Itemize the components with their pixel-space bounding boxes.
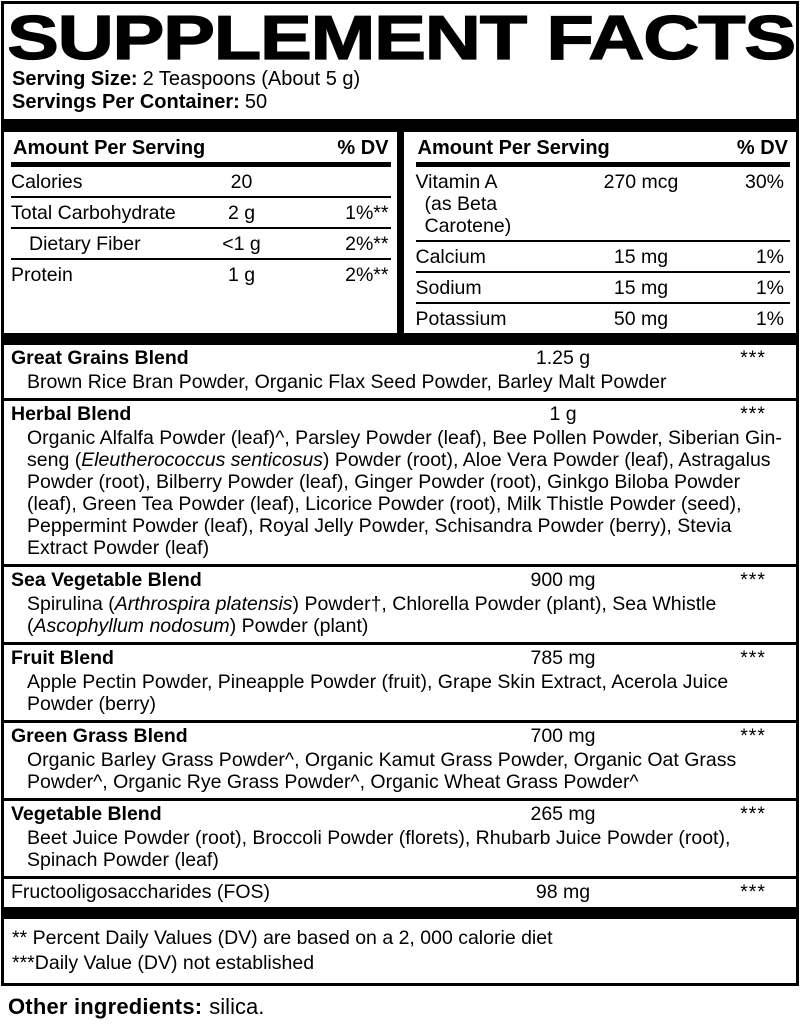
blend-sections: Great Grains Blend 1.25 g *** Brown Rice… — [4, 345, 796, 907]
nutrient-row-total-carbohydrate: Total Carbohydrate 2 g 1%** — [11, 198, 391, 229]
column-header: Amount Per Serving % DV — [415, 132, 790, 167]
blend-green-grass: Green Grass Blend 700 mg *** Organic Bar… — [4, 720, 796, 798]
blend-header-row: Sea Vegetable Blend 900 mg *** — [11, 569, 766, 591]
blend-ingredients: Organic Alfalfa Powder (leaf)^, Parsley … — [27, 427, 782, 559]
blend-header-row: Great Grains Blend 1.25 g *** — [11, 347, 766, 369]
percent-dv-header: % DV — [337, 137, 389, 159]
servings-per-container-row: Servings Per Container: 50 — [12, 91, 788, 114]
footnote-dv-not-established: ***Daily Value (DV) not established — [12, 952, 315, 974]
blend-ingredients: Beet Juice Powder (root), Broccoli Powde… — [27, 827, 731, 871]
thick-divider-bar — [4, 907, 796, 919]
nutrient-column-right: Amount Per Serving % DV Vitamin A (as Bet… — [404, 132, 797, 333]
footnotes: ** Percent Daily Values (DV) are based o… — [4, 919, 796, 983]
blend-fos: Fructooligosaccharides (FOS) 98 mg *** — [4, 876, 796, 907]
serving-size-row: Serving Size: 2 Teaspoons (About 5 g) — [12, 68, 788, 91]
blend-header-row: Fruit Blend 785 mg *** — [11, 647, 766, 669]
supplement-facts-label: SUPPLEMENT FACTS Serving Size: 2 Teaspoon… — [1, 1, 799, 986]
other-ingredients: Other ingredients: silica. — [0, 987, 800, 1024]
blend-header-row: Green Grass Blend 700 mg *** — [11, 725, 766, 747]
blend-sea-vegetable: Sea Vegetable Blend 900 mg *** Spirulina… — [4, 564, 796, 642]
amount-per-serving-header: Amount Per Serving — [417, 137, 610, 159]
nutrient-row-sodium: Sodium 15 mg 1% — [415, 273, 790, 304]
nutrient-table: Amount Per Serving % DV Calories 20 Tota… — [4, 132, 796, 333]
other-ingredients-label: Other ingredients: — [8, 994, 203, 1019]
nutrient-row-calcium: Calcium 15 mg 1% — [415, 242, 790, 273]
blend-header-row: Vegetable Blend 265 mg *** — [11, 803, 766, 825]
title-graphic: SUPPLEMENT FACTS — [9, 9, 795, 65]
thick-divider-bar — [4, 119, 796, 132]
page-title: SUPPLEMENT FACTS — [9, 9, 795, 65]
nutrient-row-potassium: Potassium 50 mg 1% — [415, 308, 785, 330]
blend-great-grains: Great Grains Blend 1.25 g *** Brown Rice… — [4, 345, 796, 398]
blend-fruit: Fruit Blend 785 mg *** Apple Pectin Powd… — [4, 642, 796, 720]
nutrient-row-vitamin-a: Vitamin A (as Beta Carotene) 270 mcg 30% — [415, 167, 790, 242]
other-ingredients-value: silica. — [209, 994, 265, 1019]
blend-herbal: Herbal Blend 1 g *** Organic Alfalfa Pow… — [4, 398, 796, 564]
blend-header-row: Fructooligosaccharides (FOS) 98 mg *** — [11, 881, 766, 903]
servings-per-container-label: Servings Per Container: — [12, 91, 240, 113]
blend-ingredients: Apple Pectin Powder, Pineapple Powder (f… — [27, 671, 729, 715]
nutrient-row-dietary-fiber: Dietary Fiber <1 g 2%** — [11, 229, 391, 260]
title-block: SUPPLEMENT FACTS — [4, 4, 796, 65]
blend-ingredients: Brown Rice Bran Powder, Organic Flax See… — [27, 371, 667, 393]
serving-size-label: Serving Size: — [12, 68, 138, 90]
nutrient-column-left: Amount Per Serving % DV Calories 20 Tota… — [4, 132, 397, 333]
nutrient-row-protein: Protein 1 g 2%** — [11, 264, 389, 286]
blend-vegetable: Vegetable Blend 265 mg *** Beet Juice Po… — [4, 798, 796, 876]
blend-ingredients: Spirulina (Arthrospira platensis) Powder… — [27, 593, 717, 637]
vitamin-a-source: (as Beta Carotene) — [424, 193, 512, 237]
servings-per-container-value: 50 — [244, 91, 268, 113]
percent-dv-header: % DV — [736, 137, 788, 159]
column-header: Amount Per Serving % DV — [11, 132, 391, 167]
vertical-divider — [396, 132, 404, 333]
serving-info: Serving Size: 2 Teaspoons (About 5 g) Ser… — [4, 65, 796, 119]
blend-header-row: Herbal Blend 1 g *** — [11, 403, 766, 425]
thick-divider-bar — [4, 333, 796, 345]
amount-per-serving-header: Amount Per Serving — [13, 137, 206, 159]
footnote-daily-values: ** Percent Daily Values (DV) are based o… — [12, 927, 553, 949]
nutrient-row-calories: Calories 20 — [11, 167, 391, 198]
blend-ingredients: Organic Barley Grass Powder^, Organic Ka… — [27, 749, 737, 793]
serving-size-value: 2 Teaspoons (About 5 g) — [142, 68, 361, 90]
